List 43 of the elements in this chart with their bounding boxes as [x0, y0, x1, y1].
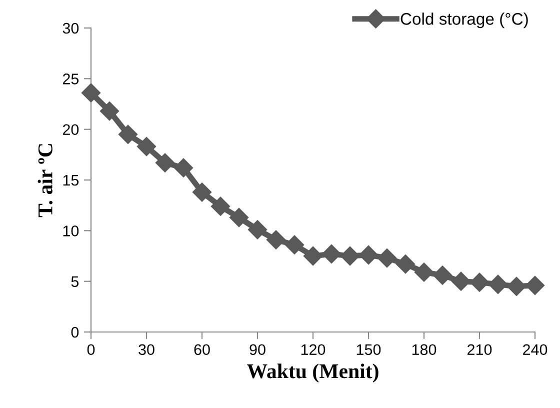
point — [192, 182, 212, 202]
point — [432, 266, 452, 285]
point — [136, 137, 156, 156]
y-tick-label: 30 — [62, 22, 79, 34]
x-tick-label: 90 — [250, 344, 266, 356]
point — [322, 244, 342, 264]
y-tick-label: 25 — [62, 74, 79, 84]
x-tick-label: 150 — [356, 344, 381, 356]
point — [340, 246, 360, 266]
x-tick-label: 240 — [523, 344, 548, 356]
y-axis-title: T. air ºC — [38, 144, 53, 218]
y-tick-label: 10 — [63, 226, 79, 236]
point — [81, 83, 101, 102]
point — [210, 196, 230, 216]
x-tick-label: 0 — [87, 344, 95, 356]
x-tick-label: 60 — [194, 344, 210, 356]
point — [470, 272, 490, 292]
point — [396, 254, 416, 274]
point — [506, 276, 526, 296]
point — [488, 274, 508, 294]
point — [100, 102, 120, 121]
x-tick-label: 210 — [468, 344, 492, 356]
point — [229, 208, 249, 228]
point — [248, 220, 268, 240]
x-tick-label: 120 — [301, 344, 326, 356]
point — [377, 248, 397, 268]
point — [414, 262, 434, 282]
point — [303, 246, 323, 266]
legend-label: Cold storage (°C) — [400, 12, 528, 28]
point — [174, 158, 194, 178]
y-tick-label: 20 — [62, 124, 79, 136]
point — [118, 124, 138, 144]
point — [284, 235, 304, 254]
x-tick-label: 180 — [412, 344, 436, 356]
y-tick-label: 5 — [71, 276, 79, 288]
point — [155, 153, 175, 172]
y-tick-label: 15 — [63, 175, 79, 186]
x-tick-label: 30 — [138, 344, 154, 356]
point — [525, 276, 545, 295]
point — [266, 230, 286, 250]
point — [358, 245, 378, 265]
y-tick-label: 0 — [71, 326, 79, 338]
x-axis-title: Waktu (Menit) — [247, 364, 378, 382]
